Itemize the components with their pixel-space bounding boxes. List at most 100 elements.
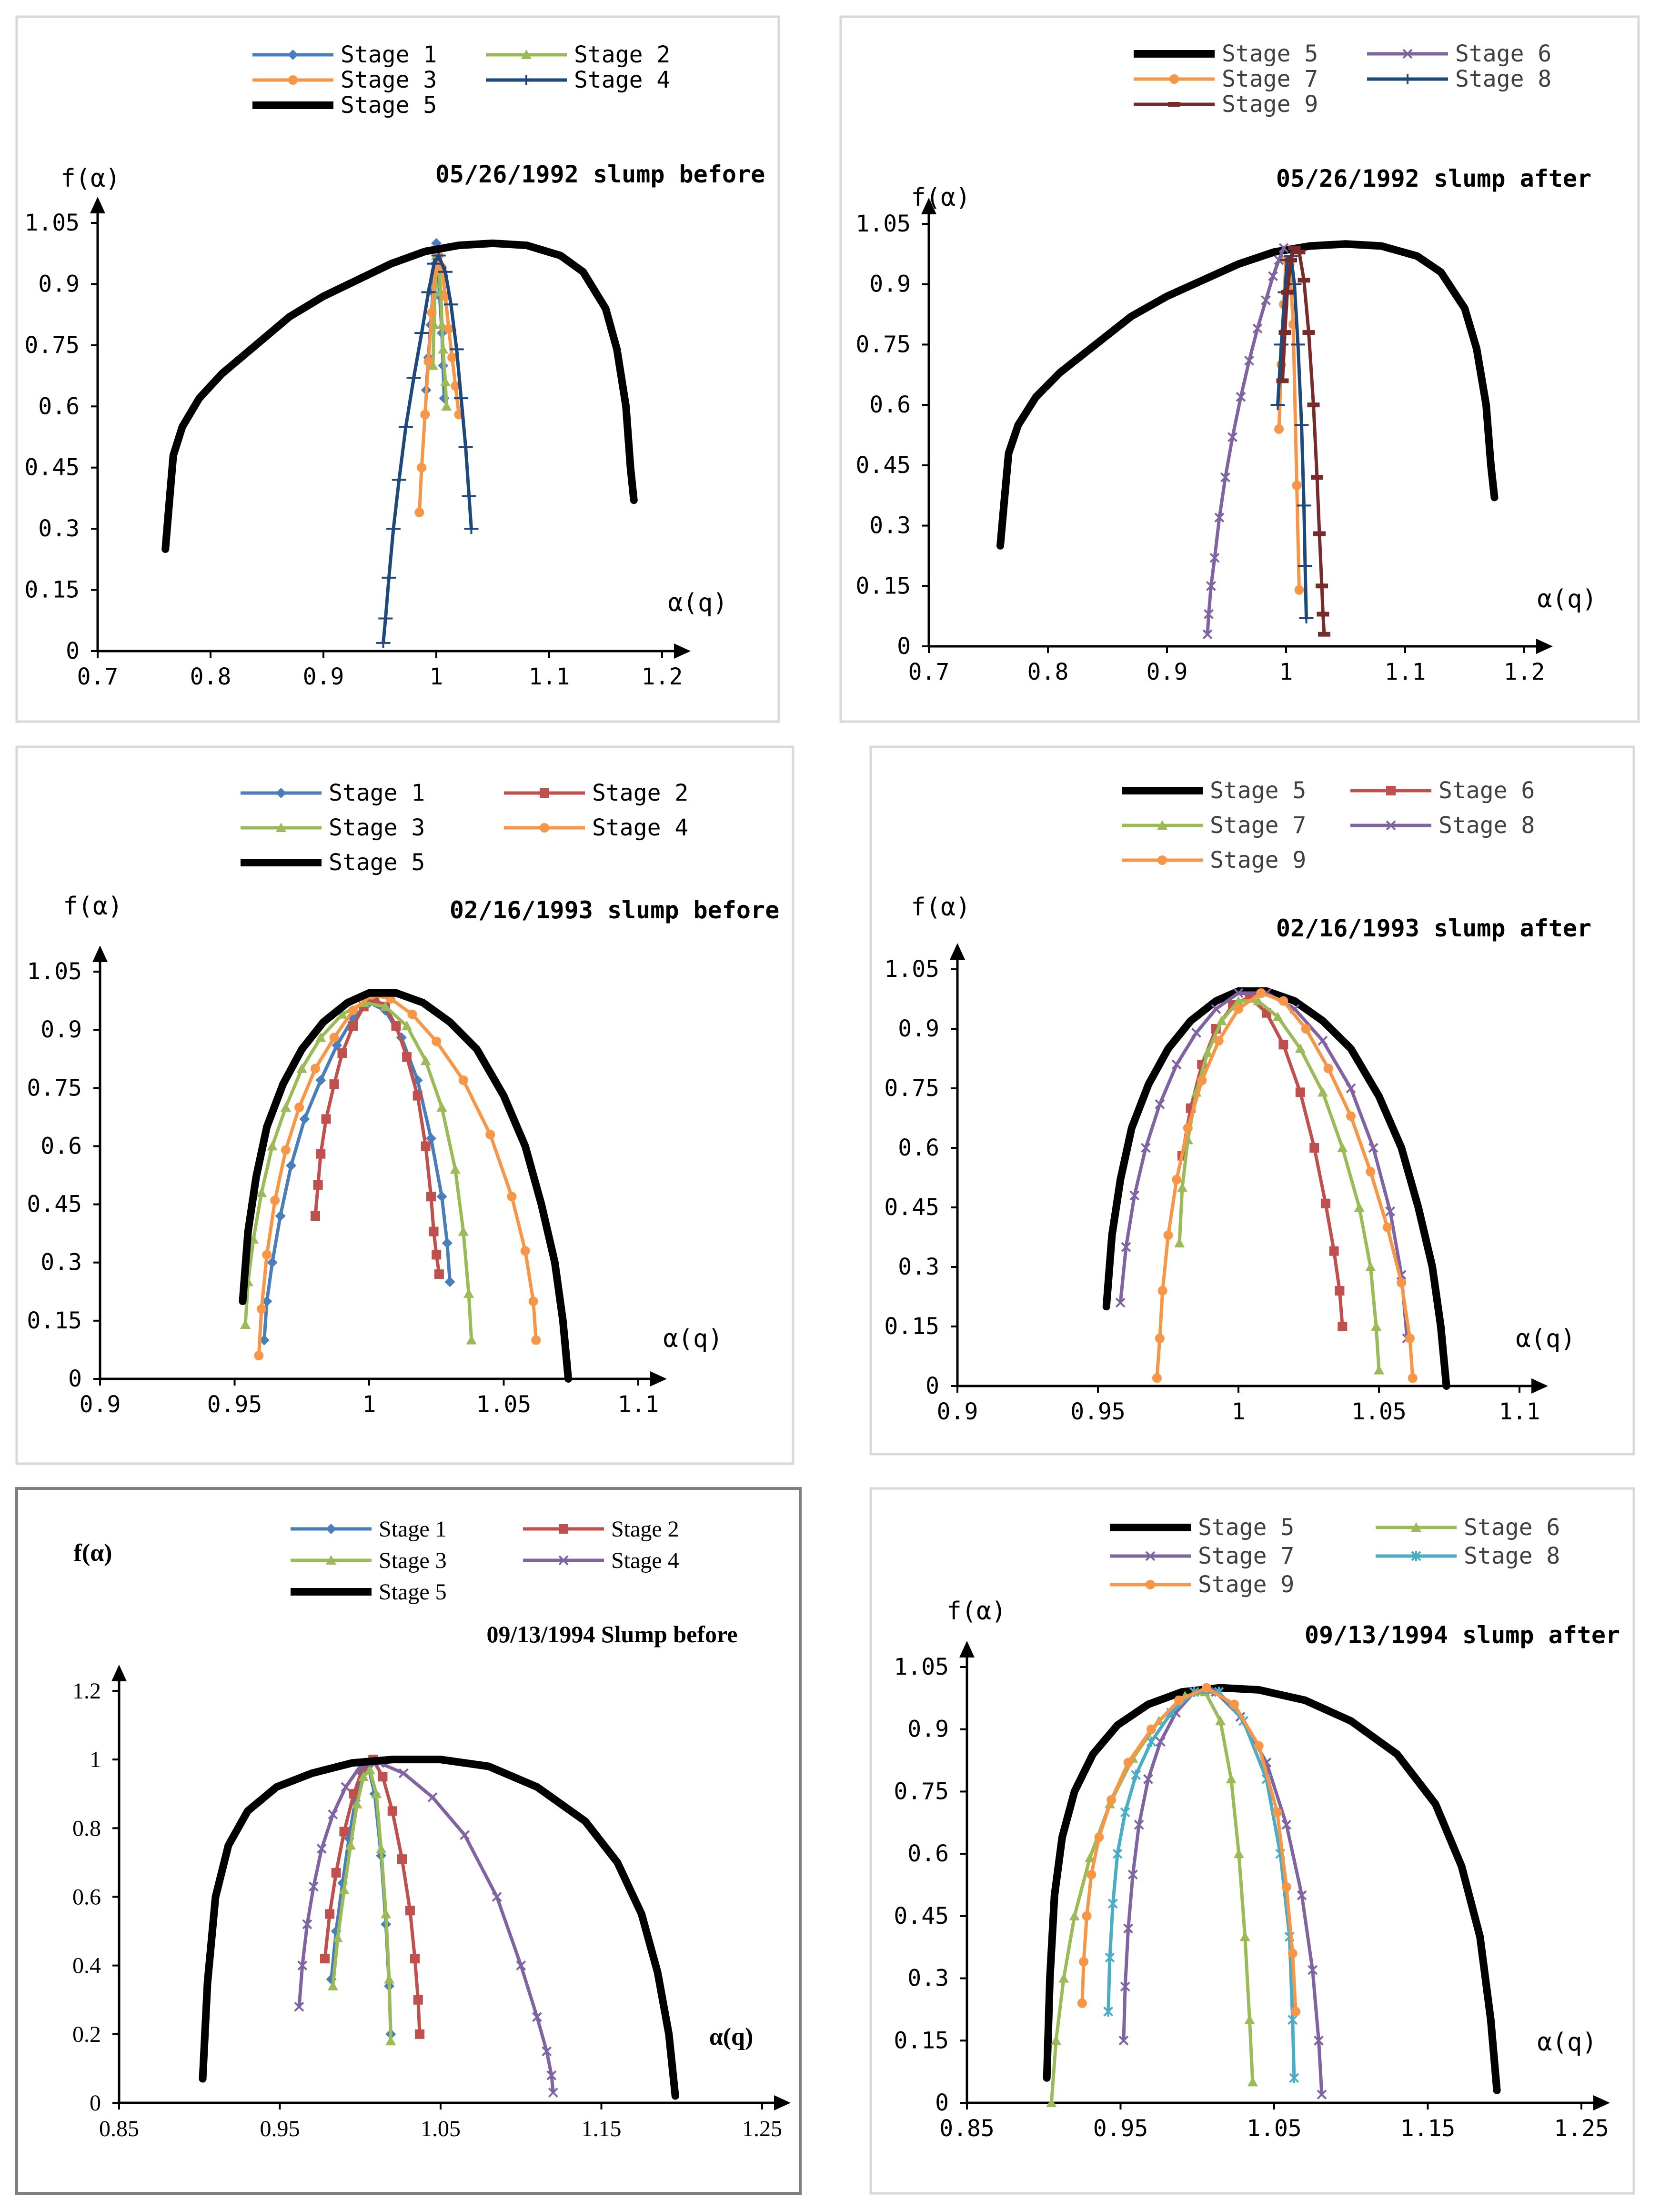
legend-marker bbox=[288, 50, 298, 60]
series-stage-8 bbox=[1115, 988, 1412, 1344]
legend-label: Stage 3 bbox=[379, 1548, 447, 1573]
data-point bbox=[1408, 1373, 1418, 1383]
x-tick-label: 0.95 bbox=[260, 2116, 300, 2141]
data-point bbox=[1298, 278, 1310, 283]
legend-entry: Stage 5 bbox=[291, 1579, 447, 1605]
y-tick-label: 0.3 bbox=[38, 515, 80, 542]
data-point bbox=[1354, 1202, 1365, 1212]
legend-marker bbox=[276, 788, 286, 798]
legend-label: Stage 9 bbox=[1198, 1571, 1294, 1598]
data-point bbox=[1253, 995, 1264, 1005]
x-tick-label: 1.05 bbox=[421, 2116, 461, 2141]
legend-marker bbox=[1145, 1551, 1156, 1561]
data-point bbox=[1335, 1286, 1345, 1296]
data-point bbox=[1082, 1911, 1092, 1921]
data-point bbox=[464, 523, 479, 534]
legend-entry: Stage 5 bbox=[241, 849, 425, 876]
data-point bbox=[1120, 1981, 1130, 1992]
data-point bbox=[1297, 1890, 1307, 1900]
legend-marker bbox=[1400, 74, 1415, 84]
x-tick-label: 0.95 bbox=[1093, 2115, 1148, 2142]
data-point bbox=[1085, 1852, 1095, 1862]
x-tick-label: 1.05 bbox=[476, 1391, 532, 1418]
legend-marker bbox=[521, 50, 532, 59]
legend-marker bbox=[1157, 855, 1167, 865]
data-point bbox=[313, 1180, 323, 1190]
data-point bbox=[1134, 1819, 1144, 1830]
series-stage-9 bbox=[1276, 245, 1330, 637]
series-stage-5 bbox=[161, 239, 638, 553]
legend-label: Stage 3 bbox=[329, 814, 425, 841]
data-point bbox=[1147, 1724, 1156, 1734]
data-point bbox=[256, 1187, 267, 1197]
data-point bbox=[1046, 2098, 1057, 2107]
data-point bbox=[1077, 1998, 1087, 2008]
data-point bbox=[339, 1827, 349, 1837]
data-point bbox=[443, 299, 458, 310]
data-point bbox=[1276, 378, 1289, 383]
y-tick-label: 0 bbox=[90, 2090, 101, 2116]
data-point bbox=[1329, 1246, 1339, 1256]
y-tick-label: 0.3 bbox=[898, 1254, 939, 1280]
data-point bbox=[432, 1250, 442, 1260]
y-tick-label: 0.6 bbox=[38, 393, 80, 420]
data-point bbox=[329, 1033, 339, 1043]
y-tick-label: 0.45 bbox=[27, 1191, 82, 1218]
y-tick-label: 0.8 bbox=[72, 1816, 101, 1841]
data-point bbox=[1281, 290, 1294, 295]
data-point bbox=[1288, 2014, 1298, 2025]
data-point bbox=[1172, 1175, 1182, 1185]
legend-label: Stage 1 bbox=[329, 780, 425, 806]
data-point bbox=[281, 1145, 291, 1155]
data-point bbox=[444, 324, 454, 334]
chart-frame bbox=[15, 15, 780, 723]
x-tick-label: 1.1 bbox=[618, 1391, 659, 1418]
data-point bbox=[311, 1064, 320, 1074]
x-tick-label: 0.95 bbox=[207, 1391, 262, 1418]
series-stage-4 bbox=[254, 990, 541, 1361]
legend-entry: Stage 8 bbox=[1350, 812, 1535, 839]
y-tick-label: 0.45 bbox=[884, 1194, 939, 1221]
y-tick-label: 0.15 bbox=[24, 577, 80, 603]
x-axis-arrow bbox=[674, 643, 691, 659]
data-point bbox=[462, 491, 476, 502]
data-point bbox=[1288, 245, 1301, 251]
data-point bbox=[417, 462, 427, 472]
legend-label: Stage 7 bbox=[1210, 812, 1306, 839]
data-point bbox=[1295, 1043, 1306, 1053]
data-point bbox=[376, 1843, 387, 1853]
data-point bbox=[380, 1001, 391, 1011]
data-point bbox=[275, 1211, 286, 1221]
x-axis-label: α(q) bbox=[1537, 585, 1597, 613]
y-tick-label: 0 bbox=[68, 1366, 82, 1392]
series-stage-5 bbox=[239, 989, 573, 1383]
y-tick-label: 1.05 bbox=[27, 958, 82, 985]
legend-label: Stage 7 bbox=[1222, 66, 1318, 92]
legend-label: Stage 8 bbox=[1455, 66, 1551, 92]
x-axis-label: α(q) bbox=[663, 1325, 723, 1353]
data-point bbox=[466, 1335, 477, 1345]
legend-marker bbox=[288, 75, 298, 85]
data-point bbox=[320, 1954, 330, 1964]
data-point bbox=[1107, 1898, 1118, 1909]
y-tick-label: 0.75 bbox=[884, 1075, 939, 1102]
data-point bbox=[1069, 1910, 1080, 1920]
data-point bbox=[1252, 323, 1263, 334]
chart-panel: 0.9 0.95 1 1.05 1.1 0 0.15 0.3 0.45 0.6 0.75 0.9 1.0… bbox=[869, 745, 1635, 1456]
data-point bbox=[1309, 1143, 1319, 1153]
data-point bbox=[1155, 1334, 1165, 1343]
y-tick-label: 0.6 bbox=[72, 1885, 101, 1910]
legend-label: Stage 1 bbox=[379, 1517, 447, 1542]
data-point bbox=[1123, 1923, 1134, 1934]
legend-label: Stage 2 bbox=[611, 1517, 679, 1542]
data-point bbox=[254, 1351, 264, 1361]
data-point bbox=[1157, 1286, 1167, 1296]
y-axis-label: f(α) bbox=[911, 183, 970, 212]
chart-title: 05/26/1992 slump before bbox=[435, 161, 765, 188]
data-point bbox=[337, 1009, 348, 1019]
series-line bbox=[323, 1758, 422, 2036]
data-point bbox=[449, 344, 464, 355]
data-point bbox=[302, 1919, 312, 1929]
data-point bbox=[441, 401, 452, 411]
